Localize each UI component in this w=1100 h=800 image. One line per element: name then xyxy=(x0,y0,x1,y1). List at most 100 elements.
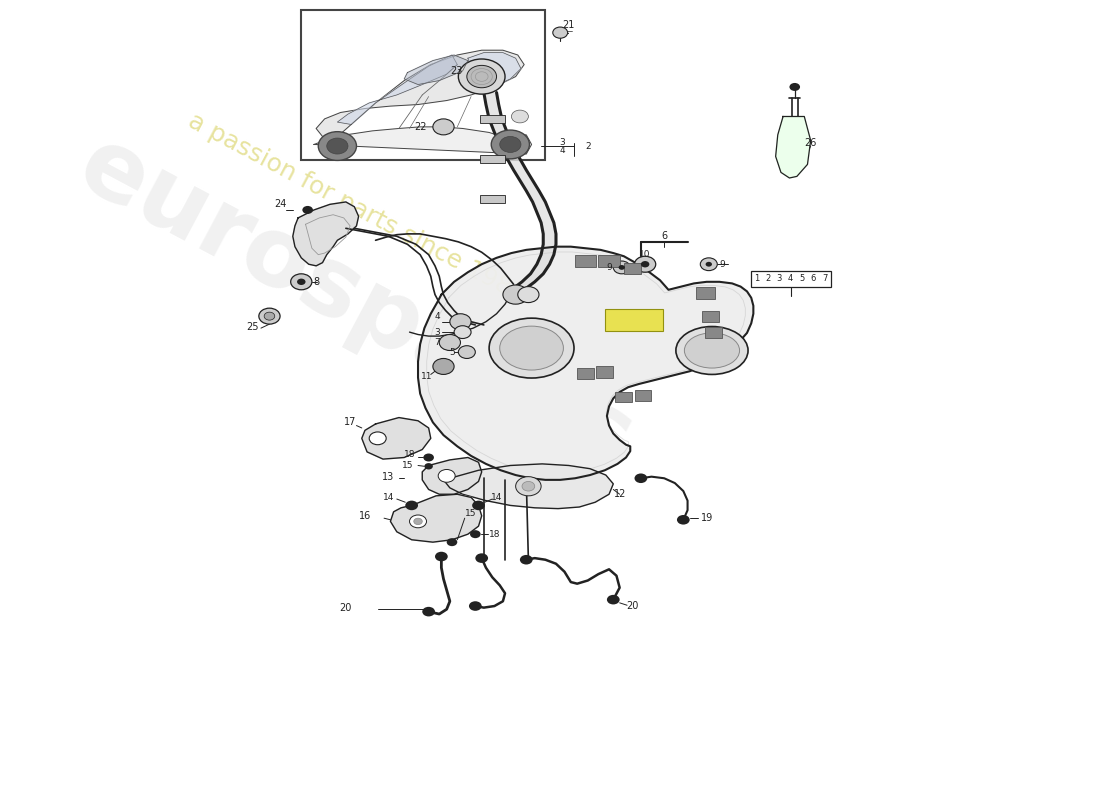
Circle shape xyxy=(641,261,649,267)
Circle shape xyxy=(518,286,539,302)
Polygon shape xyxy=(293,202,359,266)
Text: 18: 18 xyxy=(488,530,501,538)
Circle shape xyxy=(434,552,448,562)
Polygon shape xyxy=(776,117,811,178)
Bar xyxy=(480,194,505,202)
Text: 3: 3 xyxy=(560,138,565,147)
Text: 5: 5 xyxy=(449,347,455,357)
Text: 9: 9 xyxy=(606,263,612,272)
Text: 7: 7 xyxy=(822,274,827,283)
Bar xyxy=(575,254,596,267)
Bar xyxy=(605,309,663,331)
Text: 24: 24 xyxy=(274,199,286,210)
Bar xyxy=(480,155,505,163)
Circle shape xyxy=(618,265,625,270)
Text: 5: 5 xyxy=(800,274,804,283)
Bar xyxy=(480,115,505,123)
Text: 4: 4 xyxy=(560,146,565,155)
Circle shape xyxy=(635,256,656,272)
Polygon shape xyxy=(338,55,458,125)
Circle shape xyxy=(475,554,488,563)
Circle shape xyxy=(439,334,461,350)
Text: 12: 12 xyxy=(614,490,626,499)
Text: 19: 19 xyxy=(701,513,713,523)
Polygon shape xyxy=(390,494,482,542)
Text: 20: 20 xyxy=(340,602,352,613)
Bar xyxy=(635,390,651,401)
Polygon shape xyxy=(468,53,521,87)
Text: 4: 4 xyxy=(434,312,440,321)
Circle shape xyxy=(438,470,455,482)
Circle shape xyxy=(516,477,541,496)
Text: 18: 18 xyxy=(404,450,416,459)
Circle shape xyxy=(414,518,422,525)
Ellipse shape xyxy=(490,318,574,378)
Polygon shape xyxy=(418,246,754,480)
Circle shape xyxy=(297,278,306,285)
Text: 3: 3 xyxy=(777,274,782,283)
Circle shape xyxy=(469,602,482,611)
Circle shape xyxy=(433,358,454,374)
Circle shape xyxy=(290,274,312,290)
Text: 10: 10 xyxy=(639,250,651,259)
Circle shape xyxy=(676,515,690,525)
Text: 16: 16 xyxy=(359,510,371,521)
Circle shape xyxy=(425,463,433,470)
Bar xyxy=(696,286,715,298)
Text: 26: 26 xyxy=(804,138,817,148)
Text: 13: 13 xyxy=(382,473,395,482)
Text: 7: 7 xyxy=(434,338,440,347)
Circle shape xyxy=(450,314,471,330)
Circle shape xyxy=(433,119,454,135)
Text: 14: 14 xyxy=(491,493,503,502)
Bar xyxy=(578,368,594,379)
Circle shape xyxy=(553,27,568,38)
Text: 15: 15 xyxy=(402,461,414,470)
Text: eurospares: eurospares xyxy=(64,119,650,490)
Text: 21: 21 xyxy=(562,20,575,30)
Circle shape xyxy=(327,138,348,154)
Bar xyxy=(301,10,546,161)
Circle shape xyxy=(705,262,712,266)
Text: 23: 23 xyxy=(450,66,462,76)
Bar xyxy=(596,366,614,378)
Circle shape xyxy=(522,482,535,491)
Circle shape xyxy=(492,130,529,159)
Bar xyxy=(624,262,641,274)
Circle shape xyxy=(701,258,717,270)
Bar xyxy=(704,326,722,338)
Text: 1: 1 xyxy=(754,274,759,283)
Circle shape xyxy=(472,501,485,510)
Text: 2: 2 xyxy=(766,274,770,283)
Circle shape xyxy=(454,326,471,338)
Text: a passion for parts since 1985: a passion for parts since 1985 xyxy=(184,109,529,308)
Circle shape xyxy=(503,285,528,304)
Bar xyxy=(751,270,830,286)
Text: 9: 9 xyxy=(719,260,726,269)
Circle shape xyxy=(422,607,435,617)
Circle shape xyxy=(499,137,521,153)
Circle shape xyxy=(302,206,313,214)
Text: 17: 17 xyxy=(344,418,356,427)
Text: 22: 22 xyxy=(414,122,427,132)
Text: 11: 11 xyxy=(421,371,432,381)
Circle shape xyxy=(790,83,800,91)
Circle shape xyxy=(424,454,433,462)
Text: 20: 20 xyxy=(626,601,639,611)
Circle shape xyxy=(258,308,280,324)
Text: 2: 2 xyxy=(585,142,591,151)
Polygon shape xyxy=(404,55,468,85)
Text: 25: 25 xyxy=(246,322,258,331)
Polygon shape xyxy=(316,50,524,141)
Circle shape xyxy=(520,555,532,565)
Text: 6: 6 xyxy=(811,274,816,283)
Circle shape xyxy=(318,132,356,161)
Circle shape xyxy=(370,432,386,445)
Circle shape xyxy=(447,538,458,546)
Text: 15: 15 xyxy=(465,509,476,518)
Polygon shape xyxy=(362,418,431,459)
Circle shape xyxy=(470,530,481,538)
Circle shape xyxy=(466,66,496,88)
Circle shape xyxy=(635,474,647,483)
Polygon shape xyxy=(443,464,614,509)
